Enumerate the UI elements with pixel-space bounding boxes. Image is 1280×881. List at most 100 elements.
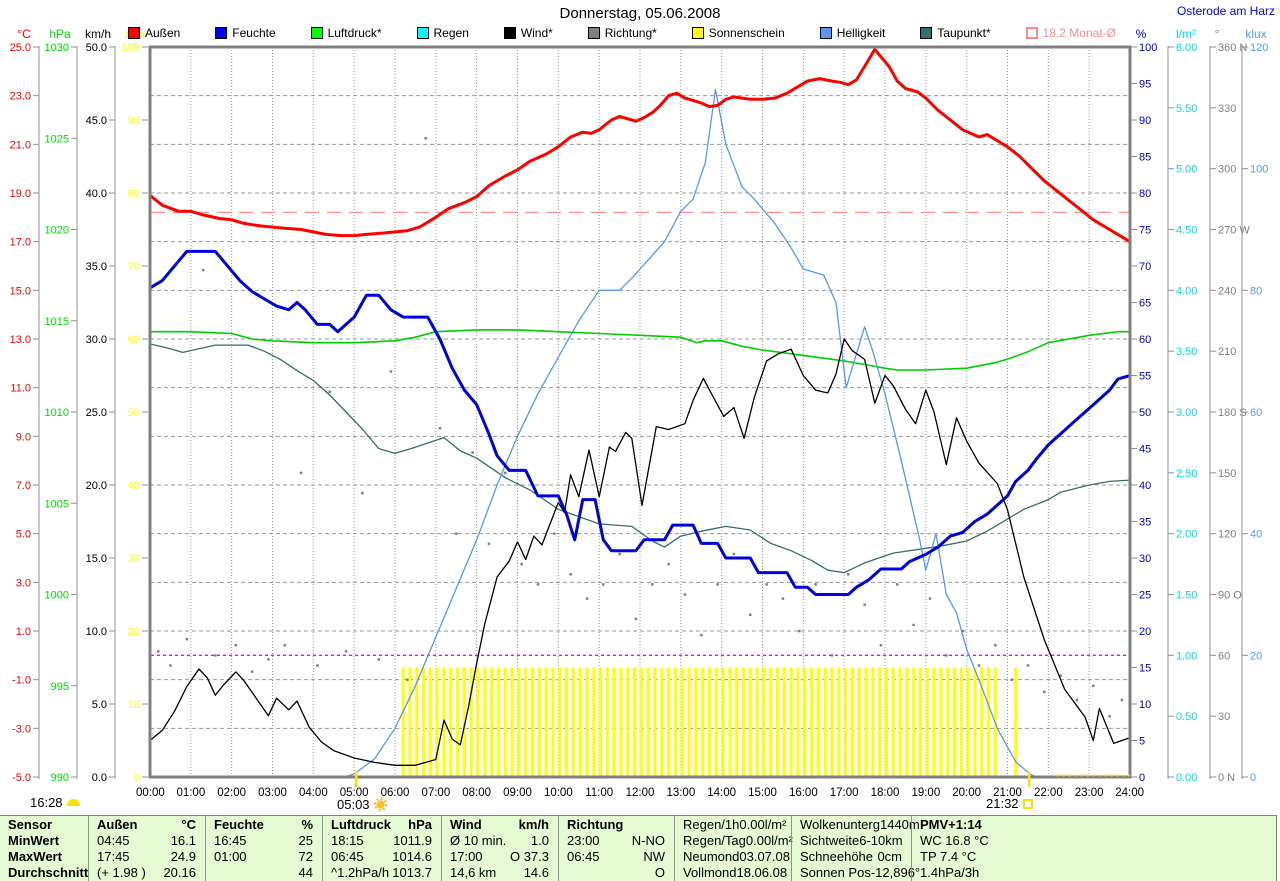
wind-direction-dot <box>214 654 217 657</box>
wind-direction-dot <box>945 654 948 657</box>
table-row: ^1.2hPa/h 1013.7 <box>323 865 441 881</box>
sunset-square-icon <box>1022 798 1033 809</box>
table-row: Regen/Tag 0.00l/m² <box>675 833 793 849</box>
wind-direction-dot <box>961 629 964 633</box>
table-cell-label: Vollmond <box>683 865 737 880</box>
axis-tick-label: 20 <box>128 626 140 638</box>
wind-direction-dot <box>1120 698 1124 702</box>
table-row: Sichtweite 6-10km <box>792 833 911 849</box>
series-wind <box>149 338 1131 766</box>
axis-tick-label: 1005 <box>45 498 69 510</box>
wind-direction-dot <box>1010 678 1013 681</box>
axis-tick-label: 50 <box>128 407 140 419</box>
table-row: Luftdruck hPa <box>323 817 441 833</box>
axis-tick-label: 7.0 <box>16 480 31 492</box>
axis-tick-label: 60 <box>1218 650 1230 662</box>
table-cell-label: 23:00 <box>567 833 600 848</box>
table-cell-value: 24.9 <box>170 849 196 864</box>
axis-tick-label: 3.0 <box>16 577 31 589</box>
axis-tick-label: 90 <box>1139 115 1151 127</box>
wind-direction-dot <box>1092 684 1095 688</box>
axis-tick-label: 17.0 <box>10 237 31 249</box>
wind-direction-dot <box>504 471 507 475</box>
legend-swatch-icon <box>920 27 933 39</box>
axis-tick-label: 30 <box>128 553 140 565</box>
wind-direction-dot <box>1108 714 1111 718</box>
axis-tick-label: 360 N <box>1218 42 1247 54</box>
table-cell-label: Ø 10 min. <box>450 833 507 848</box>
axis-tick-label: 30 <box>1218 711 1230 723</box>
table-cell-value: km/h <box>518 817 549 832</box>
wind-direction-dot <box>455 532 458 535</box>
table-cell-value: O 37.3 <box>509 849 549 864</box>
table-cell-value: 03.07.08 <box>739 849 790 864</box>
axis-tick-label: 270 W <box>1218 225 1250 237</box>
axis-tick-label: 50.0 <box>86 42 107 54</box>
axis-tick-label: 4.50 <box>1176 225 1197 237</box>
axis-tick-label: 990 <box>51 772 69 784</box>
axis-tick-label: 20:00 <box>952 787 981 799</box>
axis-tick-label: 19:00 <box>911 787 940 799</box>
table-cell-value: 72 <box>298 849 313 864</box>
axis-tick-label: 1030 <box>45 42 69 54</box>
wind-direction-dot <box>283 643 287 647</box>
axis-tick-label: 25.0 <box>10 42 31 54</box>
left-time-label: 16:28 <box>30 795 63 810</box>
table-cell-label: 04:45 <box>97 833 130 848</box>
axis-tick-label: 02:00 <box>217 787 246 799</box>
axis-tick-label: 55 <box>1139 371 1151 383</box>
series-feuchte <box>149 249 1131 596</box>
axis-tick-label: 25.0 <box>86 407 107 419</box>
legend-item-3: Regen <box>416 26 469 40</box>
station-name: Osterode am Harz <box>1176 4 1275 18</box>
table-row: 16:45 25 <box>206 833 322 849</box>
axis-tick-label: 0.50 <box>1176 711 1197 723</box>
wind-direction-dot <box>569 573 572 576</box>
table-cell-label: Sonnen Pos <box>800 865 871 880</box>
axis-tick-label: 4.00 <box>1176 285 1197 297</box>
wind-direction-dot <box>830 654 834 657</box>
table-row: Neumond 03.07.08 <box>675 849 791 865</box>
table-cell-label: Neumond <box>683 849 740 864</box>
table-cell-label: 01:00 <box>214 849 247 864</box>
axis-tick-label: 60 <box>128 334 140 346</box>
table-cell-label: 14,6 km <box>450 865 497 880</box>
wind-direction-dot <box>618 552 621 556</box>
sunrise-time-label: 05:03 <box>337 797 370 812</box>
axis-tick-label: 04:00 <box>299 787 328 799</box>
axis-tick-label: 50 <box>1139 407 1151 419</box>
axis-tick-label: 1.0 <box>16 626 31 638</box>
wind-direction-dot <box>896 583 899 586</box>
table-cell-value: NW <box>643 849 665 864</box>
wind-direction-dot <box>814 583 817 586</box>
wind-direction-dot <box>250 670 254 673</box>
sunset-marker: 21:32 <box>986 796 1033 811</box>
legend-item-4: Wind* <box>503 26 553 40</box>
table-cell-label: 17:00 <box>450 849 483 864</box>
axis-tick-label: 12:00 <box>626 787 655 799</box>
axis-tick-label: 20.0 <box>86 480 107 492</box>
legend-swatch-icon <box>503 27 516 39</box>
table-cell-label: (+ 1.98 ) <box>97 865 146 880</box>
table-row: WC 16.8 °C <box>912 833 1276 849</box>
table-cell-value: 44 <box>298 865 313 880</box>
axis-tick-label: 65 <box>1139 298 1151 310</box>
table-column-5: Richtung 23:00 N-NO 06:45 NW O <box>558 816 674 881</box>
axis-tick-label: 18:00 <box>871 787 900 799</box>
table-cell-label: Feuchte <box>214 817 264 832</box>
legend-item-2: Luftdruck* <box>310 26 382 40</box>
axis-tick-label: 0.00 <box>1176 772 1197 784</box>
legend-item-9: 18.2 Monat-Ø <box>1025 26 1116 40</box>
axis-tick-label: 11:00 <box>585 787 613 799</box>
axis-tick-label: 9.0 <box>16 431 31 443</box>
wind-direction-dot <box>879 643 883 647</box>
axis-tick-label: -5.0 <box>12 772 31 784</box>
table-row: Außen °C <box>89 817 205 833</box>
axis-tick-label: 15:00 <box>748 787 777 799</box>
wind-direction-dot <box>602 583 605 586</box>
axis-tick-label: 30 <box>1139 553 1151 565</box>
axis-tick-label: 70 <box>128 261 140 273</box>
axis-tick-label: 10 <box>1139 699 1151 711</box>
wind-direction-dot <box>994 643 997 647</box>
axis-tick-label: 00:00 <box>136 787 165 799</box>
